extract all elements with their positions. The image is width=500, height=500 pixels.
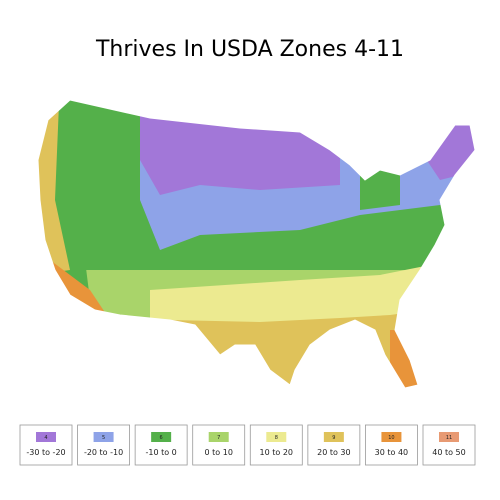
legend-zone: 6 <box>160 435 163 441</box>
legend-box <box>249 424 303 466</box>
legend-item: 4 -30 to -20 <box>19 424 73 466</box>
legend-range: 10 to 20 <box>260 448 293 457</box>
legend-box <box>365 424 418 466</box>
legend-range: -10 to 0 <box>146 448 177 457</box>
legend-item: 7 0 to 10 <box>192 424 246 466</box>
legend-item: 11 40 to 50 <box>422 424 476 466</box>
legend-swatch <box>36 432 56 442</box>
legend-swatch <box>151 432 172 442</box>
legend-box <box>19 424 73 466</box>
title: Thrives In USDA Zones 4-11 <box>95 37 404 62</box>
legend-range: 20 to 30 <box>317 448 350 457</box>
legend-swatch <box>266 432 287 442</box>
legend-zone: 4 <box>44 435 47 441</box>
map-outline <box>37 99 476 389</box>
legend-zone: 8 <box>275 435 278 441</box>
legend-box <box>307 424 361 466</box>
legend-range: 40 to 50 <box>432 448 465 457</box>
map <box>38 100 475 388</box>
legend-range: 0 to 10 <box>205 448 233 457</box>
legend-zone: 10 <box>388 435 394 441</box>
legend-zone: 7 <box>217 435 220 441</box>
legend-zone: 11 <box>446 435 452 441</box>
legend-box <box>77 424 130 466</box>
legend-swatch <box>208 432 229 442</box>
legend-item: 6 -10 to 0 <box>134 424 188 466</box>
legend-box <box>134 424 188 466</box>
legend-swatch <box>93 432 114 442</box>
legend-zone: 9 <box>332 435 335 441</box>
legend-zone: 5 <box>102 435 105 441</box>
legend: 4 -30 to -20 5 -20 to -10 6 -10 to 0 7 0 to 10 8… <box>19 424 476 466</box>
legend-swatch <box>381 432 402 442</box>
legend-range: 30 to 40 <box>375 448 408 457</box>
legend-item: 8 10 to 20 <box>249 424 303 466</box>
legend-swatch <box>439 432 459 442</box>
legend-item: 9 20 to 30 <box>307 424 361 466</box>
legend-item: 10 30 to 40 <box>365 424 418 466</box>
legend-item: 5 -20 to -10 <box>77 424 130 466</box>
legend-box <box>422 424 476 466</box>
legend-swatch <box>323 432 344 442</box>
legend-range: -20 to -10 <box>84 448 123 457</box>
legend-box <box>192 424 246 466</box>
legend-range: -30 to -20 <box>26 448 65 457</box>
